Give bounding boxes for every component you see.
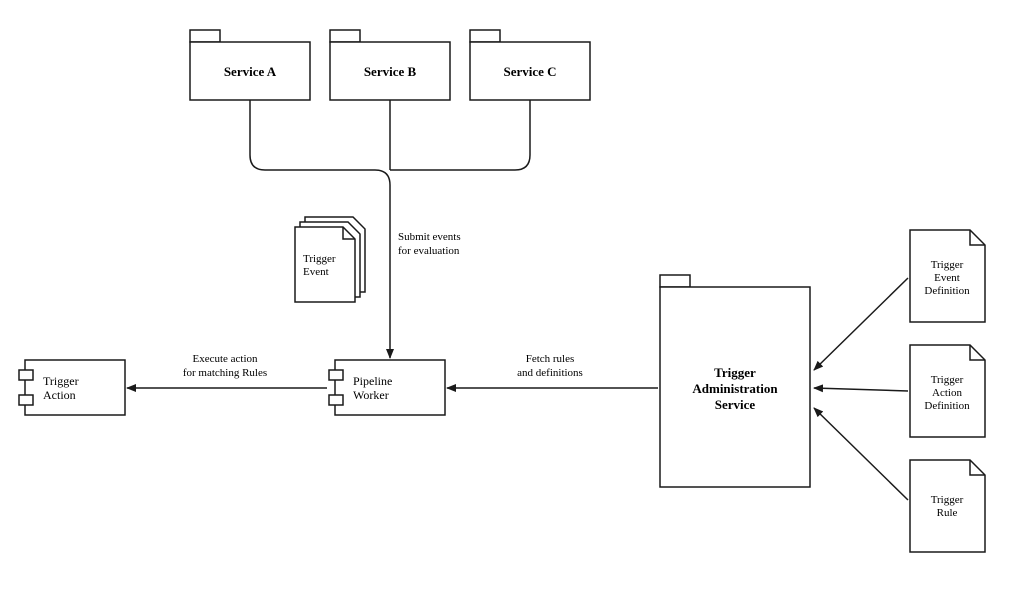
trigger-rule-node: Trigger Rule [910, 460, 985, 552]
service-b-node: Service B [330, 30, 450, 100]
svg-text:Trigger: Trigger [931, 374, 964, 386]
services-merge-edge [250, 100, 530, 358]
svg-text:Action: Action [43, 388, 76, 402]
svg-text:and definitions: and definitions [517, 367, 583, 379]
trigger-event-node: Trigger Event [295, 217, 365, 302]
svg-text:Rule: Rule [937, 507, 958, 519]
svg-text:Service: Service [715, 397, 756, 412]
trigger-action-def-node: Trigger Action Definition [910, 345, 985, 437]
svg-text:Trigger: Trigger [931, 494, 964, 506]
svg-text:Fetch rules: Fetch rules [526, 353, 575, 365]
trigger-action-node: Trigger Action [19, 360, 125, 415]
svg-text:Event: Event [934, 272, 960, 284]
fetch-rules-edge: Fetch rules and definitions [447, 353, 658, 388]
svg-text:Administration: Administration [692, 381, 778, 396]
svg-text:Worker: Worker [353, 388, 389, 402]
event-def-to-admin-edge [814, 278, 908, 370]
rule-to-admin-edge [814, 408, 908, 500]
svg-text:Execute action: Execute action [192, 353, 258, 365]
submit-events-edge-label: Submit events for evaluation [398, 231, 461, 257]
architecture-diagram: Service A Service B Service C Submit eve… [0, 0, 1010, 600]
service-c-node: Service C [470, 30, 590, 100]
svg-text:Definition: Definition [924, 400, 970, 412]
execute-action-edge: Execute action for matching Rules [127, 353, 327, 388]
svg-text:Trigger: Trigger [714, 365, 756, 380]
svg-text:Event: Event [303, 266, 329, 278]
service-c-label: Service C [503, 64, 556, 79]
pipeline-worker-node: Pipeline Worker [329, 360, 445, 415]
svg-text:for matching Rules: for matching Rules [183, 367, 267, 379]
svg-text:Submit events: Submit events [398, 231, 461, 243]
service-a-label: Service A [224, 64, 277, 79]
svg-text:Trigger: Trigger [931, 259, 964, 271]
svg-text:Trigger: Trigger [303, 253, 336, 265]
trigger-admin-node: Trigger Administration Service [660, 275, 810, 487]
action-def-to-admin-edge [814, 388, 908, 391]
svg-text:Action: Action [932, 387, 962, 399]
service-b-label: Service B [364, 64, 417, 79]
svg-text:Definition: Definition [924, 285, 970, 297]
svg-text:Pipeline: Pipeline [353, 374, 392, 388]
svg-text:Trigger: Trigger [43, 374, 79, 388]
service-a-node: Service A [190, 30, 310, 100]
trigger-event-def-node: Trigger Event Definition [910, 230, 985, 322]
svg-text:for evaluation: for evaluation [398, 245, 460, 257]
